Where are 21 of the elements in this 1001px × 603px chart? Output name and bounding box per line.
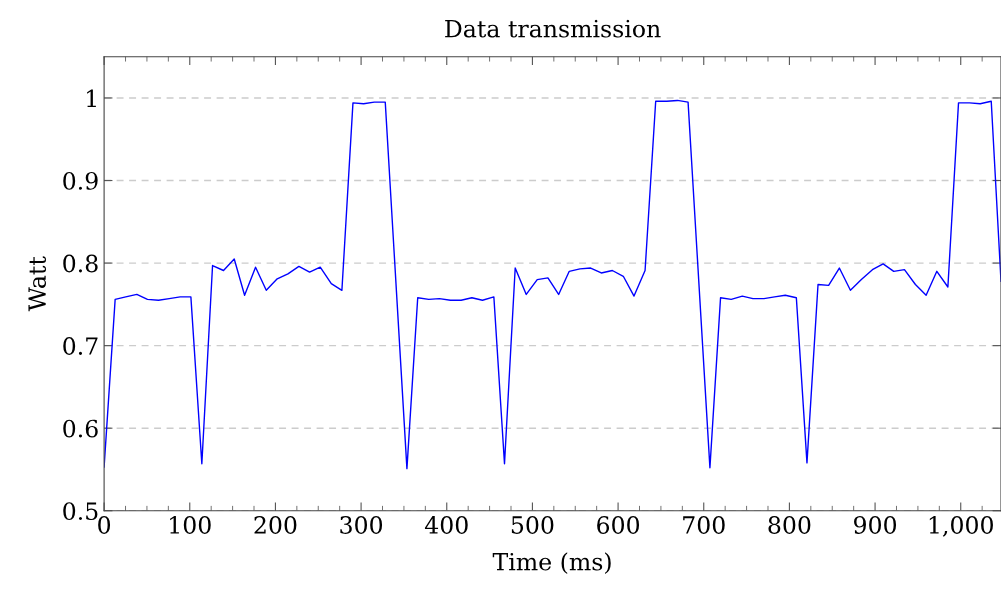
- x-tick-label: 600: [597, 516, 640, 534]
- x-tick-label: 100: [170, 516, 211, 534]
- x-axis-title: Time (ms): [492, 552, 611, 574]
- x-tick-label: 700: [683, 516, 725, 534]
- x-tick-label: 300: [340, 516, 383, 534]
- x-tick-label: 500: [511, 516, 554, 534]
- y-axis-title: Watt: [28, 256, 47, 312]
- y-tick-label: 0.6: [63, 419, 98, 438]
- x-tick-label: 400: [424, 516, 468, 534]
- x-tick-label: 800: [768, 516, 811, 534]
- x-tick-label: 1,000: [929, 516, 993, 537]
- chart-title: Data transmission: [445, 19, 661, 38]
- x-tick-label: 200: [254, 516, 297, 534]
- y-tick-label: 1: [87, 89, 96, 107]
- x-tick-label: 900: [854, 516, 897, 534]
- y-tick-label: 0.9: [63, 171, 98, 190]
- line-series: [104, 99, 1001, 470]
- y-tick-label: 0.7: [63, 337, 98, 355]
- y-tick-label: 0.5: [63, 502, 98, 521]
- x-tick-label: 0: [98, 516, 111, 534]
- y-tick-label: 0.8: [63, 254, 98, 273]
